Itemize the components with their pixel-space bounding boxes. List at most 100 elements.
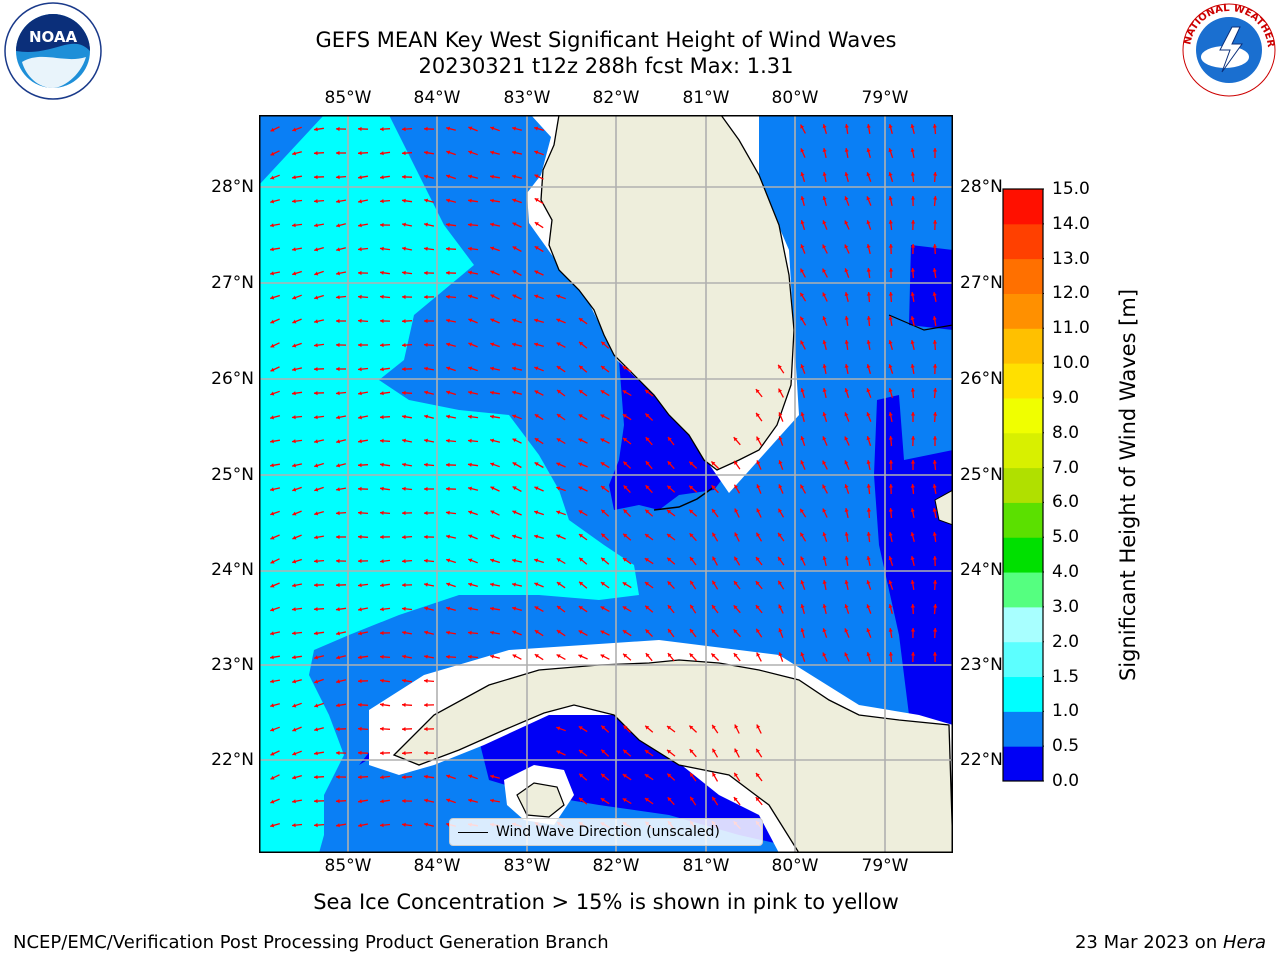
wave-direction-arrowhead bbox=[314, 727, 319, 732]
wave-direction-arrowhead bbox=[270, 127, 275, 132]
wave-direction-arrowhead bbox=[292, 535, 297, 540]
wave-direction-arrowhead bbox=[910, 364, 915, 368]
colorbar-tick: 1.0 bbox=[1052, 701, 1080, 722]
wave-direction-arrowhead bbox=[402, 678, 406, 683]
wave-direction-arrowhead bbox=[800, 604, 805, 609]
wave-direction-arrowhead bbox=[380, 583, 384, 588]
lon-tick-top: 84°W bbox=[413, 88, 461, 108]
wave-direction-arrowhead bbox=[800, 316, 804, 321]
wave-direction-arrowhead bbox=[778, 580, 782, 585]
wave-direction-arrowhead bbox=[446, 654, 450, 659]
wave-direction-arrowhead bbox=[667, 581, 672, 586]
wave-direction-arrowhead bbox=[468, 294, 473, 299]
wave-direction-arrowhead bbox=[689, 653, 694, 658]
wave-direction-arrowhead bbox=[578, 414, 583, 419]
wave-direction-arrowhead bbox=[910, 508, 915, 512]
wave-direction-arrowhead bbox=[380, 175, 384, 180]
wave-direction-arrowhead bbox=[402, 270, 406, 275]
wave-direction-arrowhead bbox=[888, 652, 893, 656]
wave-direction-arrowhead bbox=[314, 367, 318, 372]
wave-direction-arrowhead bbox=[822, 220, 827, 225]
wave-direction-arrowhead bbox=[822, 316, 827, 321]
wave-direction-arrowhead bbox=[468, 390, 472, 395]
wave-direction-arrowhead bbox=[888, 628, 893, 632]
lon-tick-top: 83°W bbox=[503, 88, 551, 108]
lat-tick-right: 25°N bbox=[960, 465, 1003, 485]
wave-direction-arrowhead bbox=[822, 388, 827, 392]
wave-direction-arrowhead bbox=[468, 270, 472, 275]
wave-direction-arrowhead bbox=[424, 654, 428, 659]
wave-direction-arrowhead bbox=[292, 631, 296, 636]
wave-direction-arrowhead bbox=[711, 485, 716, 490]
wave-direction-arrowhead bbox=[866, 220, 871, 225]
wave-direction-arrowhead bbox=[778, 556, 782, 561]
wave-direction-arrowhead bbox=[402, 414, 406, 419]
wave-direction-arrowhead bbox=[402, 222, 406, 227]
wave-direction-arrowhead bbox=[402, 822, 406, 827]
lon-tick-bottom: 80°W bbox=[771, 856, 819, 876]
wave-direction-arrowhead bbox=[534, 390, 539, 395]
wave-direction-arrowhead bbox=[402, 606, 406, 611]
wave-direction-arrowhead bbox=[910, 268, 915, 272]
wave-direction-arrowhead bbox=[622, 774, 627, 778]
wave-direction-arrowhead bbox=[402, 630, 406, 635]
wave-direction-arrowhead bbox=[822, 556, 827, 560]
wave-direction-arrowhead bbox=[534, 654, 539, 658]
wave-direction-arrowhead bbox=[712, 509, 716, 513]
wave-direction-arrowhead bbox=[314, 511, 319, 516]
wave-direction-arrowhead bbox=[534, 366, 539, 371]
lat-tick-left: 23°N bbox=[211, 655, 254, 675]
wave-direction-arrowhead bbox=[932, 484, 937, 488]
wave-direction-arrowhead bbox=[424, 366, 428, 371]
wave-direction-arrowhead bbox=[644, 750, 649, 754]
colorbar-tick: 1.5 bbox=[1052, 666, 1080, 687]
wave-direction-arrowhead bbox=[358, 342, 362, 348]
wave-direction-arrowhead bbox=[446, 198, 450, 203]
wave-direction-arrowhead bbox=[490, 342, 495, 347]
wave-direction-arrowhead bbox=[336, 415, 340, 420]
wave-direction-arrowhead bbox=[579, 341, 584, 346]
wave-direction-arrowhead bbox=[556, 366, 561, 370]
wave-direction-arrowhead bbox=[622, 414, 627, 418]
wave-direction-arrowhead bbox=[932, 316, 937, 320]
wave-direction-arrowhead bbox=[645, 389, 650, 394]
wave-direction-arrowhead bbox=[866, 556, 871, 560]
wave-direction-arrowhead bbox=[424, 630, 429, 635]
wave-direction-arrowhead bbox=[446, 558, 451, 563]
wave-direction-arrowhead bbox=[534, 630, 539, 634]
wave-direction-arrowhead bbox=[888, 124, 893, 129]
wave-direction-arrowhead bbox=[336, 750, 340, 756]
wave-direction-arrowhead bbox=[424, 174, 428, 179]
wave-direction-arrowhead bbox=[601, 509, 606, 514]
wave-direction-arrowhead bbox=[734, 532, 739, 537]
wave-direction-arrowhead bbox=[270, 655, 274, 660]
wave-direction-arrowhead bbox=[711, 653, 716, 658]
wave-direction-arrowhead bbox=[380, 222, 384, 228]
wave-direction-arrowhead bbox=[579, 390, 583, 394]
wave-direction-arrowhead bbox=[844, 172, 849, 177]
wave-direction-arrowhead bbox=[933, 172, 938, 176]
wave-direction-arrowhead bbox=[314, 199, 318, 204]
wave-direction-arrowhead bbox=[667, 749, 672, 754]
wave-direction-arrowhead bbox=[866, 508, 871, 512]
wave-direction-arrowhead bbox=[358, 702, 362, 707]
wave-direction-arrowhead bbox=[402, 510, 406, 516]
wave-direction-arrowhead bbox=[888, 220, 893, 224]
wave-direction-arrowhead bbox=[667, 797, 672, 802]
wave-direction-arrowhead bbox=[911, 652, 916, 656]
wave-direction-arrowhead bbox=[314, 415, 318, 420]
wave-direction-arrowhead bbox=[844, 316, 849, 320]
wave-map bbox=[259, 115, 953, 853]
wave-direction-arrowhead bbox=[490, 294, 495, 299]
wave-direction-arrowhead bbox=[512, 486, 517, 491]
wave-direction-arrowhead bbox=[844, 532, 849, 536]
wave-direction-arrowhead bbox=[712, 772, 717, 777]
wave-direction-arrowhead bbox=[270, 391, 275, 396]
wave-direction-arrowhead bbox=[690, 796, 694, 801]
wave-direction-arrowhead bbox=[270, 463, 274, 468]
lat-tick-left: 27°N bbox=[211, 273, 254, 293]
wave-direction-arrowhead bbox=[534, 198, 539, 202]
colorbar-band bbox=[1003, 746, 1043, 782]
colorbar-band bbox=[1003, 711, 1043, 747]
lon-tick-top: 79°W bbox=[861, 88, 909, 108]
